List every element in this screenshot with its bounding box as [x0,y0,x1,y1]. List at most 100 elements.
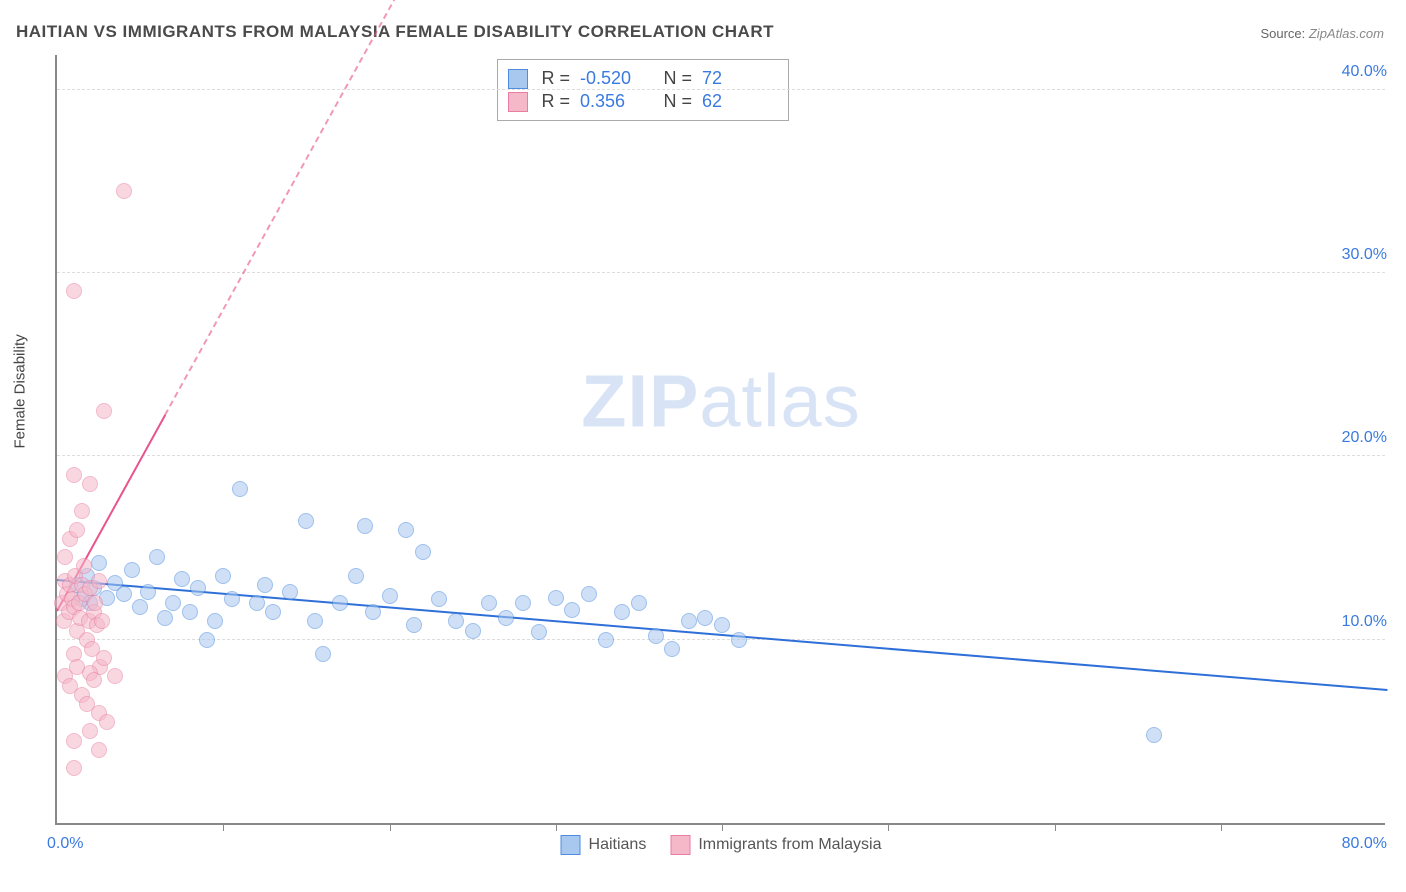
data-point [664,641,680,657]
data-point [82,476,98,492]
y-tick-label: 10.0% [1342,613,1387,631]
stats-row: R = 0.356 N = 62 [508,91,772,112]
data-point [348,568,364,584]
data-point [307,613,323,629]
legend-swatch [561,835,581,855]
data-point [66,760,82,776]
data-point [631,595,647,611]
legend: Haitians Immigrants from Malaysia [561,835,882,855]
legend-swatch [670,835,690,855]
data-point [96,403,112,419]
data-point [515,595,531,611]
data-point [498,610,514,626]
r-value: -0.520 [580,68,650,89]
n-value: 72 [702,68,772,89]
data-point [74,503,90,519]
data-point [581,586,597,602]
data-point [107,668,123,684]
scatter-plot: ZIPatlas R =-0.520N =72R =0.356N =62 0.0… [55,55,1385,825]
x-tick [888,823,889,831]
data-point [116,183,132,199]
stats-row: R =-0.520N =72 [508,68,772,89]
data-point [66,733,82,749]
data-point [66,283,82,299]
legend-item: Haitians [561,835,647,855]
data-point [598,632,614,648]
data-point [66,467,82,483]
legend-label: Immigrants from Malaysia [698,836,881,854]
data-point [91,742,107,758]
data-point [265,604,281,620]
data-point [76,558,92,574]
gridline [57,89,1385,90]
data-point [96,650,112,666]
data-point [94,613,110,629]
data-point [365,604,381,620]
data-point [99,714,115,730]
data-point [140,584,156,600]
data-point [124,562,140,578]
r-label: R = [538,68,570,89]
n-value: 62 [702,91,772,112]
data-point [91,573,107,589]
x-tick [390,823,391,831]
data-point [415,544,431,560]
data-point [87,595,103,611]
data-point [548,590,564,606]
data-point [282,584,298,600]
data-point [398,522,414,538]
watermark-text: ZIPatlas [581,358,860,443]
y-tick-label: 30.0% [1342,246,1387,264]
x-axis-max-label: 80.0% [1342,835,1387,853]
legend-label: Haitians [589,836,647,854]
data-point [57,549,73,565]
data-point [332,595,348,611]
source-name: ZipAtlas.com [1309,26,1384,41]
data-point [1146,727,1162,743]
watermark-light: atlas [699,359,860,442]
data-point [357,518,373,534]
series-swatch [508,69,528,89]
data-point [149,549,165,565]
x-tick [722,823,723,831]
data-point [91,555,107,571]
r-value: 0.356 [580,91,650,112]
data-point [431,591,447,607]
data-point [648,628,664,644]
correlation-stats-box: R = -0.520 N = 72R = 0.356 N = 62 [497,59,789,121]
data-point [249,595,265,611]
x-tick [223,823,224,831]
data-point [199,632,215,648]
y-tick-label: 20.0% [1342,429,1387,447]
source-prefix: Source: [1260,26,1308,41]
data-point [224,591,240,607]
data-point [315,646,331,662]
data-point [531,624,547,640]
data-point [714,617,730,633]
r-label: R = [538,91,570,112]
data-point [614,604,630,620]
gridline [57,455,1385,456]
data-point [116,586,132,602]
data-point [174,571,190,587]
n-label: N = [660,91,692,112]
data-point [69,522,85,538]
series-swatch [508,92,528,112]
data-point [406,617,422,633]
data-point [190,580,206,596]
data-point [86,672,102,688]
data-point [681,613,697,629]
data-point [697,610,713,626]
data-point [731,632,747,648]
data-point [481,595,497,611]
x-tick [1055,823,1056,831]
data-point [132,599,148,615]
y-axis-title: Female Disability [12,334,29,448]
data-point [298,513,314,529]
data-point [207,613,223,629]
trend-line-extrapolated [164,0,407,416]
data-point [448,613,464,629]
gridline [57,639,1385,640]
x-tick [1221,823,1222,831]
data-point [257,577,273,593]
